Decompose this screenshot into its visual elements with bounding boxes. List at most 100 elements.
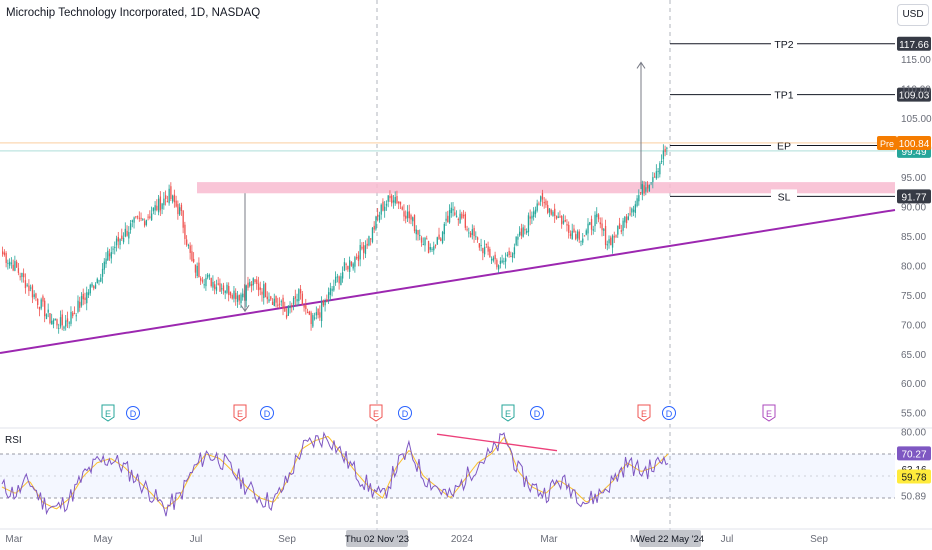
candles-layer: [2, 144, 668, 334]
candle-body: [124, 228, 126, 237]
candle: [217, 276, 219, 286]
candle-body: [75, 315, 77, 317]
candle: [308, 310, 311, 316]
candle: [31, 284, 34, 304]
candle: [494, 251, 496, 265]
candle-body: [419, 234, 421, 237]
candle-body: [610, 237, 612, 246]
candle-body: [336, 276, 339, 278]
candle: [285, 308, 288, 320]
candle: [375, 215, 377, 231]
candle: [468, 227, 470, 238]
candle-body: [387, 195, 389, 202]
candle: [620, 224, 622, 235]
candle: [133, 216, 135, 229]
candle-body: [217, 283, 219, 285]
price-tick: 75.00: [901, 291, 926, 302]
candle-body: [645, 187, 647, 192]
currency-button[interactable]: USD: [897, 4, 929, 26]
candle-body: [268, 299, 270, 302]
candle-body: [589, 222, 591, 225]
candle: [347, 265, 349, 272]
crosshair-date-bg: [346, 530, 408, 547]
event-marker: D: [662, 406, 676, 420]
candle-body: [466, 229, 468, 231]
candle: [277, 297, 279, 308]
candle: [403, 204, 405, 222]
candle-body: [583, 235, 586, 237]
candle-body: [23, 273, 25, 278]
candle: [161, 202, 163, 215]
candle: [317, 308, 319, 319]
level-label-sl: SL: [778, 191, 791, 203]
candle-body: [603, 228, 605, 231]
candle: [58, 323, 60, 334]
candle: [254, 279, 256, 284]
candle: [327, 287, 330, 304]
candle-body: [508, 251, 510, 256]
candle-body: [335, 276, 337, 283]
level-label-tp2: TP2: [774, 39, 793, 51]
candle-body: [119, 238, 121, 245]
candle: [427, 240, 430, 254]
candle: [459, 209, 461, 224]
candle-body: [403, 211, 405, 217]
candle-body: [285, 314, 288, 318]
candle: [70, 306, 72, 327]
candle: [5, 251, 7, 268]
level-label-ep: EP: [777, 141, 791, 153]
rsi-label: RSI: [5, 435, 22, 446]
candle-body: [391, 195, 393, 204]
candle-body: [91, 283, 93, 287]
candle-body: [571, 230, 573, 240]
candle: [3, 249, 6, 257]
candle: [114, 241, 116, 255]
candle-body: [631, 208, 633, 213]
candle-body: [101, 268, 104, 277]
time-tick: 2024: [451, 534, 474, 545]
candle: [126, 225, 128, 237]
candle-body: [52, 319, 55, 325]
candle: [150, 206, 153, 221]
candle-body: [582, 238, 584, 243]
candle: [473, 225, 475, 243]
candle-body: [483, 246, 486, 255]
candle-body: [320, 302, 323, 322]
candle-body: [497, 265, 500, 270]
candle-body: [406, 211, 409, 219]
candle-body: [448, 210, 451, 223]
candle: [664, 145, 666, 157]
candle: [538, 201, 540, 206]
candle: [426, 235, 428, 240]
candle-body: [639, 192, 642, 194]
candle: [345, 262, 347, 271]
candle: [631, 207, 633, 217]
candle-body: [19, 276, 21, 278]
event-marker-label: D: [402, 409, 409, 419]
candle-body: [149, 216, 151, 218]
candle: [136, 215, 139, 220]
candle-body: [308, 311, 311, 315]
candle-body: [585, 230, 587, 235]
candle: [611, 234, 614, 254]
candle-body: [659, 163, 661, 175]
candle-body: [597, 214, 600, 220]
candle-body: [298, 289, 300, 302]
candle-body: [312, 315, 314, 327]
candle-body: [182, 210, 184, 228]
candle-body: [471, 229, 474, 235]
candle-body: [47, 309, 49, 313]
candle-body: [664, 148, 666, 152]
candle: [73, 306, 76, 315]
event-marker: D: [126, 406, 140, 420]
candle-body: [172, 195, 174, 202]
candle: [242, 288, 244, 301]
candle: [377, 208, 379, 222]
event-marker-label: E: [766, 409, 772, 419]
level-label-bg: [771, 189, 797, 204]
candle: [455, 210, 458, 218]
candle-body: [70, 311, 72, 324]
level-tag-bg: [897, 36, 931, 51]
candle-body: [413, 215, 416, 232]
